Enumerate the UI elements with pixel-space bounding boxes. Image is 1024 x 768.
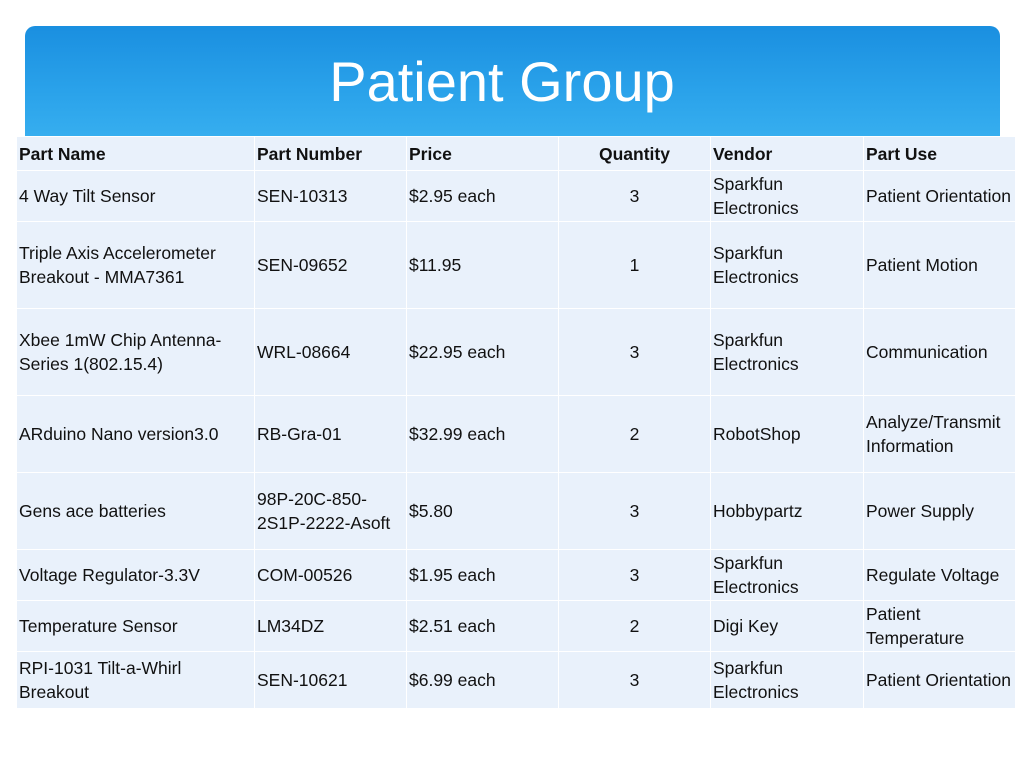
cell-part-number: RB-Gra-01 <box>254 395 407 473</box>
cell-part-number: 98P-20C-850-2S1P-2222-Asoft <box>254 472 407 550</box>
table-row: RPI-1031 Tilt-a-Whirl Breakout SEN-10621… <box>16 651 1016 709</box>
header-part-name: Part Name <box>16 136 255 171</box>
cell-price: $11.95 <box>406 221 559 309</box>
cell-part-number: LM34DZ <box>254 600 407 652</box>
cell-part-use: Patient Temperature <box>863 600 1016 652</box>
cell-part-name: Gens ace batteries <box>16 472 255 550</box>
cell-part-use: Patient Motion <box>863 221 1016 309</box>
cell-vendor: Hobbypartz <box>710 472 864 550</box>
header-price: Price <box>406 136 559 171</box>
cell-price: $5.80 <box>406 472 559 550</box>
cell-price: $6.99 each <box>406 651 559 709</box>
cell-quantity: 3 <box>558 170 711 222</box>
table-row: ARduino Nano version3.0 RB-Gra-01 $32.99… <box>16 395 1016 473</box>
cell-quantity: 3 <box>558 549 711 601</box>
table-row: Xbee 1mW Chip Antenna-Series 1(802.15.4)… <box>16 308 1016 396</box>
cell-quantity: 3 <box>558 651 711 709</box>
cell-part-name: RPI-1031 Tilt-a-Whirl Breakout <box>16 651 255 709</box>
cell-vendor: Sparkfun Electronics <box>710 651 864 709</box>
cell-vendor: Sparkfun Electronics <box>710 308 864 396</box>
cell-vendor: Sparkfun Electronics <box>710 221 864 309</box>
cell-part-number: COM-00526 <box>254 549 407 601</box>
cell-price: $1.95 each <box>406 549 559 601</box>
cell-part-name: Xbee 1mW Chip Antenna-Series 1(802.15.4) <box>16 308 255 396</box>
cell-part-name: Triple Axis Accelerometer Breakout - MMA… <box>16 221 255 309</box>
header-quantity: Quantity <box>558 136 711 171</box>
parts-table: Part Name Part Number Price Quantity Ven… <box>16 136 1016 709</box>
table-row: Gens ace batteries 98P-20C-850-2S1P-2222… <box>16 472 1016 550</box>
cell-part-use: Analyze/Transmit Information <box>863 395 1016 473</box>
cell-part-use: Communication <box>863 308 1016 396</box>
cell-vendor: Digi Key <box>710 600 864 652</box>
parts-table-container: Part Name Part Number Price Quantity Ven… <box>16 136 1016 709</box>
cell-price: $2.51 each <box>406 600 559 652</box>
cell-part-number: SEN-09652 <box>254 221 407 309</box>
header-part-number: Part Number <box>254 136 407 171</box>
cell-price: $22.95 each <box>406 308 559 396</box>
cell-vendor: Sparkfun Electronics <box>710 549 864 601</box>
cell-part-use: Patient Orientation <box>863 170 1016 222</box>
cell-quantity: 3 <box>558 308 711 396</box>
cell-quantity: 3 <box>558 472 711 550</box>
cell-part-number: SEN-10313 <box>254 170 407 222</box>
cell-part-name: Temperature Sensor <box>16 600 255 652</box>
table-row: Triple Axis Accelerometer Breakout - MMA… <box>16 221 1016 309</box>
cell-part-use: Regulate Voltage <box>863 549 1016 601</box>
cell-quantity: 2 <box>558 600 711 652</box>
cell-vendor: RobotShop <box>710 395 864 473</box>
table-header-row: Part Name Part Number Price Quantity Ven… <box>16 136 1016 171</box>
table-row: 4 Way Tilt Sensor SEN-10313 $2.95 each 3… <box>16 170 1016 222</box>
cell-part-number: SEN-10621 <box>254 651 407 709</box>
cell-part-name: 4 Way Tilt Sensor <box>16 170 255 222</box>
cell-quantity: 2 <box>558 395 711 473</box>
header-vendor: Vendor <box>710 136 864 171</box>
cell-part-number: WRL-08664 <box>254 308 407 396</box>
slide-title: Patient Group <box>329 50 675 113</box>
cell-part-name: ARduino Nano version3.0 <box>16 395 255 473</box>
cell-quantity: 1 <box>558 221 711 309</box>
table-row: Voltage Regulator-3.3V COM-00526 $1.95 e… <box>16 549 1016 601</box>
title-bar <box>25 26 1000 144</box>
cell-price: $32.99 each <box>406 395 559 473</box>
cell-vendor: Sparkfun Electronics <box>710 170 864 222</box>
cell-part-use: Power Supply <box>863 472 1016 550</box>
table-row: Temperature Sensor LM34DZ $2.51 each 2 D… <box>16 600 1016 652</box>
cell-part-use: Patient Orientation <box>863 651 1016 709</box>
cell-part-name: Voltage Regulator-3.3V <box>16 549 255 601</box>
cell-price: $2.95 each <box>406 170 559 222</box>
header-part-use: Part Use <box>863 136 1016 171</box>
